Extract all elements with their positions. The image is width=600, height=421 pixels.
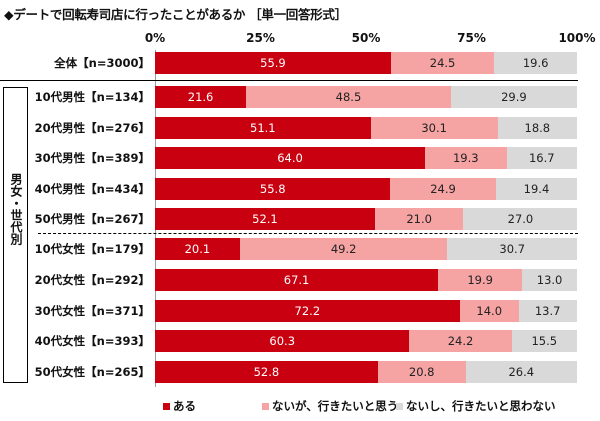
bar-segment: 55.8: [155, 178, 391, 200]
category-label: 50代女性【n=265】: [34, 365, 150, 379]
bar-segment: 24.9: [390, 178, 496, 200]
bar-segment: 18.8: [497, 117, 577, 139]
bar-segment: 21.0: [374, 208, 464, 230]
group-label: 男女・世代別: [9, 173, 23, 245]
bar-segment: 72.2: [155, 300, 460, 322]
bar-segment: 20.8: [377, 361, 466, 383]
bar-segment: 21.6: [155, 86, 247, 108]
bar-segment: 24.2: [409, 330, 512, 352]
bar-segment: 67.1: [155, 269, 439, 291]
legend-swatch: [262, 402, 269, 410]
chart-title: ◆デートで回転寿司店に行ったことがあるか ［単一回答形式］: [4, 7, 347, 22]
x-tick-label: 75%: [457, 31, 486, 45]
category-label: 50代男性【n=267】: [34, 212, 150, 226]
category-label: 40代男性【n=434】: [34, 182, 150, 196]
bar-segment: 24.5: [390, 52, 495, 74]
legend-swatch: [163, 402, 170, 410]
bar-segment: 13.7: [518, 300, 577, 322]
legend-item: ないし、行きたいと思わない: [396, 398, 556, 414]
bar-segment: 52.1: [155, 208, 375, 230]
category-label: 30代男性【n=389】: [34, 151, 150, 165]
bar-segment: 27.0: [463, 208, 578, 230]
legend-item: ある: [163, 398, 196, 414]
bar-segment: 19.3: [425, 147, 507, 169]
bar-segment: 30.1: [370, 117, 498, 139]
total-separator-line: [0, 80, 578, 81]
bar-segment: 51.1: [155, 117, 371, 139]
bar-segment: 60.3: [155, 330, 410, 352]
bar-segment: 64.0: [155, 147, 426, 169]
legend-item: ないが、行きたいと思う: [262, 398, 398, 414]
bar-segment: 16.7: [506, 147, 577, 169]
gender-separator-line: [38, 233, 578, 234]
legend-swatch: [396, 402, 403, 410]
bar-segment: 19.9: [438, 269, 523, 291]
x-tick-label: 0%: [144, 31, 166, 45]
bar-segment: 26.4: [465, 361, 577, 383]
category-label: 20代女性【n=292】: [34, 273, 150, 287]
x-tick-label: 50%: [351, 31, 381, 45]
bar-segment: 19.4: [495, 178, 578, 200]
category-label: 30代女性【n=371】: [34, 304, 150, 318]
bar-segment: 52.8: [155, 361, 378, 383]
category-label: 10代男性【n=134】: [34, 90, 150, 104]
bar-segment: 19.6: [494, 52, 577, 74]
bar-segment: 30.7: [447, 238, 577, 260]
bar-segment: 48.5: [246, 86, 451, 108]
bar-segment: 49.2: [239, 238, 448, 260]
bar-segment: 14.0: [459, 300, 519, 322]
category-label: 40代女性【n=393】: [34, 334, 150, 348]
x-tick-label: 25%: [246, 31, 275, 45]
bar-segment: 29.9: [450, 86, 577, 108]
category-label: 10代女性【n=179】: [34, 242, 150, 256]
category-label: 20代男性【n=276】: [34, 121, 150, 135]
bar-segment: 15.5: [511, 330, 577, 352]
bar-segment: 55.9: [155, 52, 391, 74]
legend-label: ないが、行きたいと思う: [272, 399, 399, 413]
legend-label: ある: [173, 399, 196, 413]
x-tick-label: 100%: [558, 31, 596, 45]
bar-segment: 20.1: [155, 238, 240, 260]
legend-label: ないし、行きたいと思わない: [406, 399, 556, 413]
category-label: 全体【n=3000】: [54, 56, 150, 70]
group-label-box: 男女・世代別: [3, 87, 28, 383]
bar-segment: 13.0: [522, 269, 577, 291]
